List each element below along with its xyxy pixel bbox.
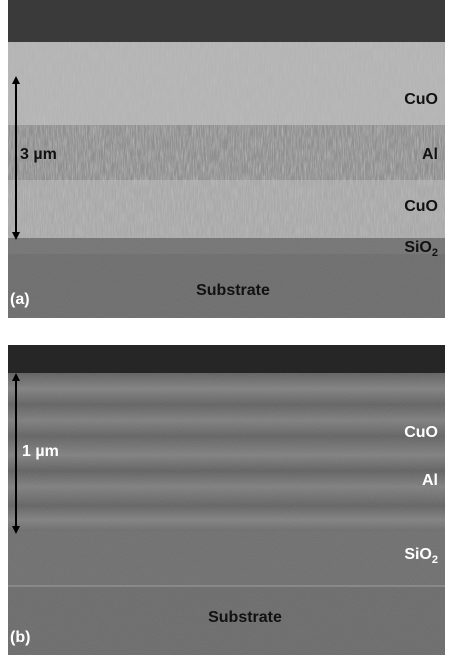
texture [8,238,445,318]
layer-text: SiO [404,239,432,256]
scale-label: 1 µm [22,443,59,460]
layer-subscript: 2 [432,554,438,566]
background [8,0,445,44]
panel-b: 1 µm CuO Al SiO2 Substrate (b) [8,345,445,655]
layer-label: CuO [404,91,438,108]
layer-label: Al [422,472,438,489]
layer-subscript: 2 [432,247,438,259]
layer-label: CuO [404,198,438,215]
panel-label: (a) [10,291,30,308]
texture [8,373,445,655]
layer-text: SiO [404,546,432,563]
substrate-label: Substrate [196,282,270,299]
layer-label: CuO [404,424,438,441]
panel-label: (b) [10,629,30,646]
scale-label: 3 µm [20,146,57,163]
substrate-label: Substrate [208,609,282,626]
panel-a: 3 µm CuO Al CuO SiO2 Substrate (a) [8,0,445,318]
texture [8,42,445,238]
background [8,345,445,373]
layer-label: SiO2 [404,239,438,259]
layer-label: Al [422,146,438,163]
layer-label: SiO2 [404,546,438,566]
